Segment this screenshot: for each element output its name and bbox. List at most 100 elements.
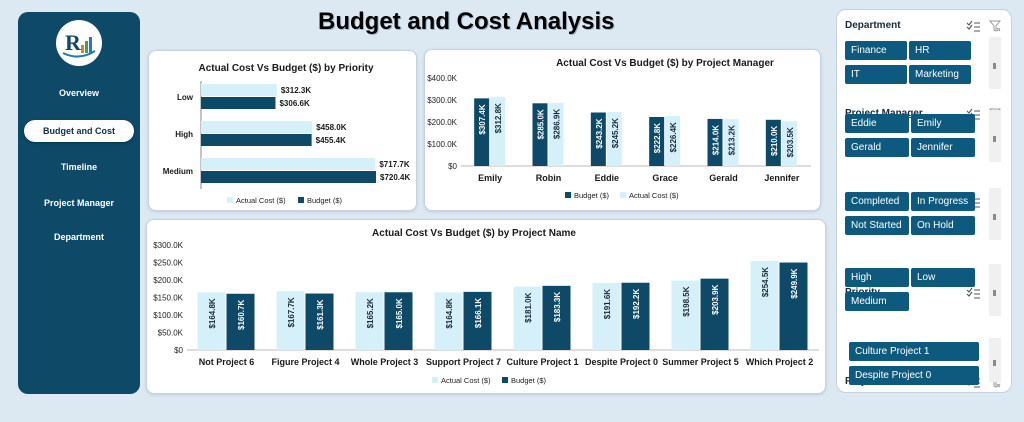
legend-swatch <box>298 197 304 203</box>
logo-icon: R <box>62 30 96 58</box>
y-tick-label: $250.0K <box>153 259 183 268</box>
project-manager-filter-gerald[interactable]: Gerald <box>845 138 909 157</box>
data-label: $213.2K <box>728 125 737 155</box>
bar-actual-cost-whole-project-3 <box>355 292 384 350</box>
y-tick-label: Low <box>177 93 194 102</box>
data-label: $312.3K <box>281 86 311 95</box>
nav-overview[interactable]: Overview <box>58 88 100 98</box>
data-label: $245.2K <box>611 118 620 148</box>
nav-budget-and-cost[interactable]: Budget and Cost <box>24 120 134 142</box>
bar-actual-cost-jennifer <box>781 121 797 166</box>
status-filter-scrollbar[interactable] <box>989 188 1001 240</box>
project-name-filter-scrollbar[interactable] <box>989 338 1001 382</box>
manager-chart-card: Actual Cost Vs Budget ($) by Project Man… <box>424 49 821 211</box>
bar-budget-robin <box>532 103 548 166</box>
chart-title: Actual Cost Vs Budget ($) by Priority <box>198 63 373 74</box>
data-label: $165.2K <box>366 298 375 328</box>
priority-filter-high[interactable]: High <box>845 268 909 287</box>
department-filter-marketing[interactable]: Marketing <box>909 65 971 84</box>
x-tick-label: Figure Project 4 <box>271 357 339 367</box>
bar-budget-jennifer <box>765 119 781 166</box>
bar-actual-cost-figure-project-4 <box>276 291 305 350</box>
bar-actual-cost-grace <box>665 116 681 166</box>
data-label: $717.7K <box>379 160 409 169</box>
y-tick-label: $0 <box>174 346 183 355</box>
y-tick-label: Medium <box>163 167 193 176</box>
legend-label: Actual Cost ($) <box>629 191 679 200</box>
project-manager-filter-eddie[interactable]: Eddie <box>845 114 909 133</box>
multi-select-icon[interactable] <box>966 287 980 299</box>
x-tick-label: Jennifer <box>764 173 800 183</box>
data-label: $198.5K <box>682 286 691 316</box>
bar-actual-cost-low <box>201 84 277 96</box>
project-chart: Actual Cost Vs Budget ($) by Project Nam… <box>153 228 819 385</box>
data-label: $161.3K <box>316 299 325 329</box>
priority-filter-medium[interactable]: Medium <box>845 292 909 311</box>
legend-swatch <box>620 192 626 198</box>
bar-actual-cost-medium <box>201 158 376 170</box>
bar-budget-emily <box>474 98 490 166</box>
nav-department[interactable]: Department <box>53 232 104 242</box>
data-label: $226.4K <box>669 122 678 152</box>
department-filter-label: Department <box>845 20 901 31</box>
chart-title: Actual Cost Vs Budget ($) by Project Man… <box>556 58 774 69</box>
data-label: $286.9K <box>553 109 562 139</box>
department-filter-it[interactable]: IT <box>845 65 907 84</box>
data-label: $214.0K <box>712 125 721 155</box>
data-label: $191.6K <box>603 289 612 319</box>
priority-filter-low[interactable]: Low <box>911 268 975 287</box>
data-label: $312.8K <box>494 103 503 133</box>
bar-actual-cost-high <box>201 121 313 133</box>
y-tick-label: $300.0K <box>153 241 183 250</box>
y-tick-label: $400.0K <box>427 74 457 83</box>
project-manager-filter-emily[interactable]: Emily <box>911 114 975 133</box>
bar-budget-whole-project-3 <box>384 292 413 350</box>
x-tick-label: Emily <box>478 173 502 183</box>
status-filter-not-started[interactable]: Not Started <box>845 216 909 235</box>
priority-chart-card: Actual Cost Vs Budget ($) by Priority Low… <box>148 50 417 211</box>
x-tick-label: Culture Project 1 <box>506 357 578 367</box>
bar-actual-cost-support-project-7 <box>434 292 463 350</box>
legend-label: Budget ($) <box>574 191 610 200</box>
department-filter-finance[interactable]: Finance <box>845 41 907 60</box>
project-chart-card: Actual Cost Vs Budget ($) by Project Nam… <box>146 219 826 394</box>
bar-actual-cost-not-project-6 <box>197 292 226 350</box>
data-label: $164.8K <box>208 298 217 328</box>
chart-title: Actual Cost Vs Budget ($) by Project Nam… <box>372 228 576 239</box>
bar-actual-cost-summer-project-5 <box>671 280 700 350</box>
data-label: $285.0K <box>537 109 546 139</box>
bar-budget-medium <box>201 171 376 183</box>
priority-chart: Actual Cost Vs Budget ($) by Priority Low… <box>163 63 411 205</box>
status-filter-completed[interactable]: Completed <box>845 192 909 211</box>
data-label: $192.2K <box>632 289 641 319</box>
data-label: $222.8K <box>653 123 662 153</box>
data-label: $160.7K <box>237 300 246 330</box>
project-name-filter-despite-project-0[interactable]: Despite Project 0 <box>849 366 979 385</box>
bar-budget-grace <box>649 116 665 166</box>
svg-text:R: R <box>65 30 82 55</box>
sidebar: R Overview Budget and Cost Timeline Project… <box>18 12 140 394</box>
status-filter-in-progress[interactable]: In Progress <box>911 192 975 211</box>
legend-label: Budget ($) <box>511 376 547 385</box>
department-filter-hr[interactable]: HR <box>909 41 971 60</box>
multi-select-icon[interactable] <box>966 20 980 32</box>
priority-filter-scrollbar[interactable] <box>989 264 1001 316</box>
data-label: $164.8K <box>445 298 454 328</box>
bar-budget-high <box>201 134 312 146</box>
y-tick-label: $100.0K <box>153 311 183 320</box>
project-name-filter-culture-project-1[interactable]: Culture Project 1 <box>849 342 979 361</box>
clear-filter-icon[interactable] <box>989 20 1001 32</box>
nav-timeline[interactable]: Timeline <box>60 162 98 172</box>
y-tick-label: $300.0K <box>427 96 457 105</box>
x-tick-label: Not Project 6 <box>199 357 255 367</box>
status-filter-on-hold[interactable]: On Hold <box>911 216 975 235</box>
project-manager-filter-scrollbar[interactable] <box>989 110 1001 162</box>
data-label: $210.0K <box>770 126 779 156</box>
department-filter-scrollbar[interactable] <box>989 37 1001 89</box>
nav-project-manager[interactable]: Project Manager <box>43 198 115 208</box>
data-label: $306.6K <box>279 99 309 108</box>
department-filter-header: Department <box>845 20 1005 34</box>
project-manager-filter-jennifer[interactable]: Jennifer <box>911 138 975 157</box>
bar-budget-support-project-7 <box>463 291 492 350</box>
